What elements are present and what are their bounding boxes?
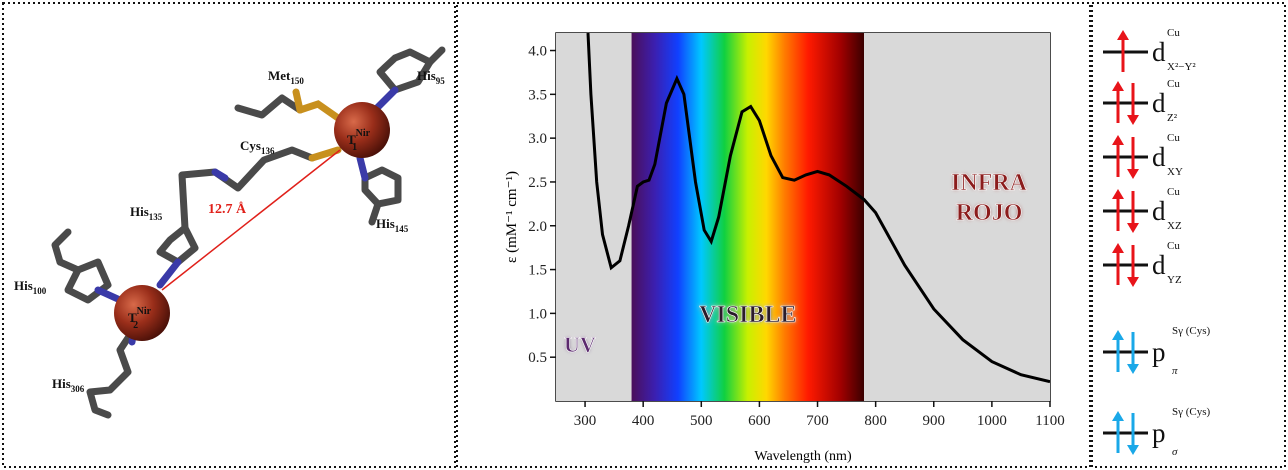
orbital-sub: σ (1172, 446, 1178, 458)
orbital-sup: Cu (1167, 27, 1180, 39)
electron-arrow-head (1112, 411, 1124, 421)
orbital-symbol: d (1152, 88, 1166, 118)
electron-arrow-head (1112, 189, 1124, 199)
label-sup: Nir (356, 128, 371, 139)
residue-label: His100 (14, 278, 47, 296)
orbital-sup: Cu (1167, 186, 1180, 198)
region-label: VISIBLE (699, 302, 796, 328)
label-base: His (130, 204, 149, 219)
residue-label: His306 (52, 376, 85, 394)
label-sub: 1 (352, 142, 357, 153)
y-tick-label: 3.0 (528, 131, 547, 147)
distance-label: 12.7 Å (208, 201, 247, 217)
x-tick-label: 1000 (977, 413, 1007, 429)
residue-label: Cys136 (240, 138, 275, 156)
orbital-sub: XY (1167, 166, 1183, 178)
electron-arrow-head (1127, 169, 1139, 179)
y-tick-label: 2.5 (528, 175, 547, 191)
x-tick-label: 900 (923, 413, 946, 429)
label-base: Met (268, 68, 291, 83)
orbital-sub: X²−Y² (1167, 61, 1196, 73)
panel-frame (3, 3, 455, 467)
y-tick-label: 4.0 (528, 44, 547, 60)
electron-arrow-head (1127, 115, 1139, 125)
orbital-symbol: d (1152, 250, 1166, 280)
electron-arrow-head (1112, 330, 1124, 340)
label-base: His (417, 68, 436, 83)
region-band (632, 33, 864, 401)
x-tick-label: 700 (806, 413, 829, 429)
orbital-symbol: d (1152, 196, 1166, 226)
orbital-symbol: p (1152, 337, 1166, 367)
label-base: Cys (240, 138, 261, 153)
residue-label: Met150 (268, 68, 304, 86)
label-sub: 95 (436, 76, 446, 86)
orbital-sup: Sγ (Cys) (1172, 406, 1211, 418)
y-tick-label: 1.0 (528, 306, 547, 322)
label-base: His (376, 216, 395, 231)
x-tick-label: 1100 (1035, 413, 1064, 429)
electron-arrow-head (1117, 30, 1129, 40)
orbital-symbol: d (1152, 37, 1166, 67)
orbital-sub: Z² (1167, 112, 1178, 124)
y-tick-label: 3.5 (528, 87, 547, 103)
y-tick-label: 1.5 (528, 263, 547, 279)
orbital-sub: XZ (1167, 220, 1182, 232)
region-label: ROJO (956, 200, 1023, 226)
orbital-symbol: d (1152, 142, 1166, 172)
label-sub: 136 (261, 146, 275, 156)
x-tick-label: 400 (632, 413, 655, 429)
figure: UV VISIBLE INFRA ROJO 300 400 500 600 700 800 900 1… (0, 0, 1288, 470)
x-tick-label: 600 (748, 413, 771, 429)
label-sub: 100 (33, 286, 47, 296)
orbital-sup: Cu (1167, 78, 1180, 90)
electron-arrow-head (1127, 445, 1139, 455)
label-sup: Nir (137, 306, 152, 317)
orbital-sub: YZ (1167, 274, 1182, 286)
electron-arrow-head (1127, 364, 1139, 374)
orbital-sup: Sγ (Cys) (1172, 325, 1211, 337)
electron-arrow-head (1112, 243, 1124, 253)
molecule (55, 50, 442, 415)
label-base: His (14, 278, 33, 293)
label-sub: 145 (395, 224, 409, 234)
residue-label: His145 (376, 216, 409, 234)
y-axis-label: ε (mM⁻¹ cm⁻¹) (504, 171, 520, 263)
label-sub: 306 (71, 384, 85, 394)
y-tick-label: 0.5 (528, 350, 547, 366)
x-tick-label: 300 (574, 413, 597, 429)
x-tick-label: 500 (690, 413, 713, 429)
electron-arrow-head (1112, 81, 1124, 91)
y-tick-label: 2.0 (528, 219, 547, 235)
region-label: UV (564, 332, 596, 357)
electron-arrow-head (1112, 135, 1124, 145)
label-sub: 2 (133, 320, 138, 331)
residue-label: His135 (130, 204, 163, 222)
orbital-sup: Cu (1167, 240, 1180, 252)
region-label: INFRA (951, 170, 1028, 196)
orbital-sup: Cu (1167, 132, 1180, 144)
label-sub: 135 (149, 212, 163, 222)
electron-arrow-head (1127, 223, 1139, 233)
x-axis-label: Wavelength (nm) (754, 449, 852, 464)
orbital-sub: π (1172, 365, 1178, 377)
orbital-symbol: p (1152, 418, 1166, 448)
label-sub: 150 (290, 76, 304, 86)
electron-arrow-head (1127, 277, 1139, 287)
label-base: His (52, 376, 71, 391)
x-tick-label: 800 (864, 413, 887, 429)
